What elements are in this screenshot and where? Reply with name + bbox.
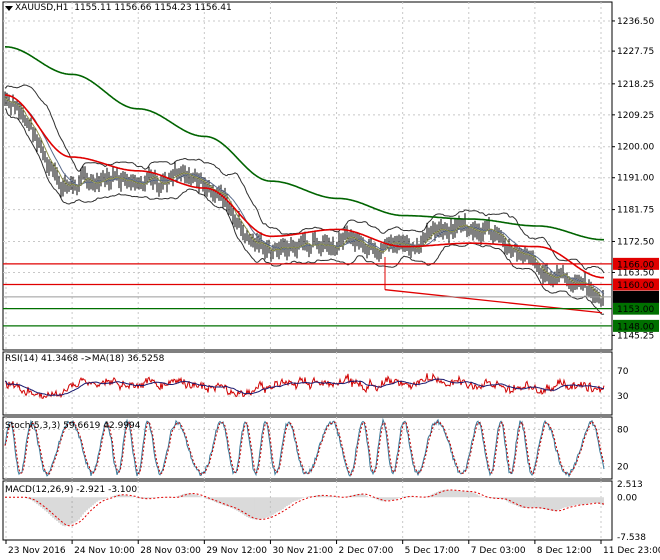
bollinger-upper bbox=[4, 84, 605, 274]
time-tick-label: 11 Dec 23:00 bbox=[603, 546, 660, 556]
time-tick-label: 23 Nov 2016 bbox=[8, 546, 66, 556]
stoch-main-line bbox=[4, 417, 605, 478]
price-tick-label: 1227.75 bbox=[617, 47, 654, 57]
symbol-label: XAUUSD,H1 bbox=[15, 3, 69, 13]
pane-frame-main bbox=[2, 1, 613, 351]
ma-green-line bbox=[5, 46, 604, 241]
current-price-label: 1156.41 bbox=[617, 293, 654, 303]
level-label-bg bbox=[613, 302, 659, 315]
time-tick-label: 24 Nov 10:00 bbox=[74, 546, 135, 556]
macd-title: MACD(12,26,9) -2.921 -3.100 bbox=[5, 485, 138, 495]
macd-tick-label: 2.513 bbox=[617, 480, 643, 490]
time-tick-label: 8 Dec 12:00 bbox=[537, 546, 592, 556]
rsi-line bbox=[4, 372, 605, 399]
stoch-tick-label: 80 bbox=[617, 425, 629, 435]
price-tick-label: 1209.25 bbox=[617, 111, 654, 121]
time-tick-label: 5 Dec 17:00 bbox=[405, 546, 460, 556]
price-tick-label: 1200.00 bbox=[617, 143, 654, 153]
level-label-bg bbox=[613, 319, 659, 332]
price-tick-label: 1172.50 bbox=[617, 237, 654, 247]
rsi-tick-label: 70 bbox=[617, 367, 629, 377]
bollinger-lower bbox=[4, 108, 605, 315]
rsi-ma-line bbox=[4, 378, 605, 396]
rsi-tick-label: 30 bbox=[617, 392, 629, 402]
rsi-title: RSI(14) 41.3468 ->MA(18) 36.5258 bbox=[5, 354, 165, 364]
price-tick-label: 1218.25 bbox=[617, 80, 654, 90]
ma-red-line bbox=[4, 94, 604, 279]
price-tick-label: 1236.50 bbox=[617, 17, 654, 27]
time-tick-label: 29 Nov 12:00 bbox=[206, 546, 267, 556]
time-tick-label: 28 Nov 03:00 bbox=[140, 546, 201, 556]
level-label-bg bbox=[613, 257, 659, 270]
pane-frame-rsi bbox=[2, 351, 613, 416]
chart-menu-arrow-icon[interactable] bbox=[5, 6, 13, 11]
time-tick-label: 30 Nov 21:00 bbox=[272, 546, 333, 556]
level-label: 1160.00 bbox=[617, 281, 654, 291]
chart-header: XAUUSD,H1 1155.11 1156.66 1154.23 1156.4… bbox=[15, 3, 232, 13]
level-label: 1153.00 bbox=[617, 305, 654, 315]
price-tick-label: 1163.50 bbox=[617, 268, 654, 278]
pane-frame-stoch bbox=[2, 416, 613, 480]
trend-line bbox=[384, 289, 603, 314]
stoch-signal-line bbox=[4, 420, 605, 476]
stoch-tick-label: 20 bbox=[617, 463, 629, 473]
macd-signal-line bbox=[5, 489, 605, 527]
ma-mid-line bbox=[4, 97, 605, 298]
price-tick-label: 1191.00 bbox=[617, 174, 654, 184]
stoch-title: Stoch(5,3,3) 59.6619 42.9994 bbox=[5, 421, 141, 431]
pane-frame-macd bbox=[2, 480, 613, 541]
level-label: 1166.00 bbox=[617, 260, 654, 270]
macd-tick-label: -7.538 bbox=[617, 533, 646, 543]
price-tick-label: 1145.25 bbox=[617, 331, 654, 341]
time-tick-label: 7 Dec 03:00 bbox=[471, 546, 526, 556]
ma-fast-line bbox=[4, 97, 605, 294]
level-label-bg bbox=[613, 278, 659, 291]
macd-tick-label: 0.00 bbox=[617, 493, 637, 503]
ohlc-readout: 1155.11 1156.66 1154.23 1156.41 bbox=[74, 3, 232, 13]
time-tick-label: 2 Dec 07:00 bbox=[339, 546, 394, 556]
current-price-bg bbox=[613, 290, 659, 303]
price-tick-label: 1181.75 bbox=[617, 206, 654, 216]
level-label: 1148.00 bbox=[617, 322, 654, 332]
